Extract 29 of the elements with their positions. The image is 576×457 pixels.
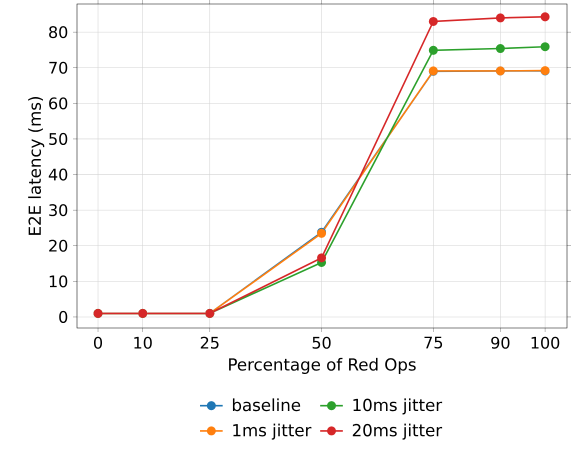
legend-label: 20ms jitter [352,424,442,440]
y-axis-title: E2E latency (ms) [28,97,44,235]
y-tick-label: 0 [59,310,68,323]
point [428,16,438,26]
y-tick-label: 60 [49,97,68,110]
point [496,44,505,54]
x-tick-label: 50 [312,336,331,349]
x-axis-title: Percentage of Red Ops [229,358,416,374]
point [540,12,550,22]
point [496,13,505,22]
x-tick-label: 25 [200,336,219,349]
y-tick-label: 40 [48,168,68,181]
x-tick-label: 75 [424,336,442,349]
y-tick-label: 10 [50,275,68,288]
legend-label: 1ms jitter [233,424,312,440]
point [317,253,326,262]
y-tick-label: 20 [49,240,68,252]
y-tick-label: 70 [49,62,68,74]
point [428,46,438,55]
x-tick-label: 10 [134,336,152,349]
x-tick-label: 90 [491,336,510,349]
legend-label: baseline [232,398,300,412]
y-tick-label: 80 [49,26,68,38]
x-tick-label: 100 [532,336,560,349]
point [540,42,550,52]
legend-label: 10ms jitter [353,398,442,414]
x-tick-label: 0 [94,336,102,349]
y-tick-label: 50 [49,132,68,145]
y-tick-label: 30 [49,204,68,216]
